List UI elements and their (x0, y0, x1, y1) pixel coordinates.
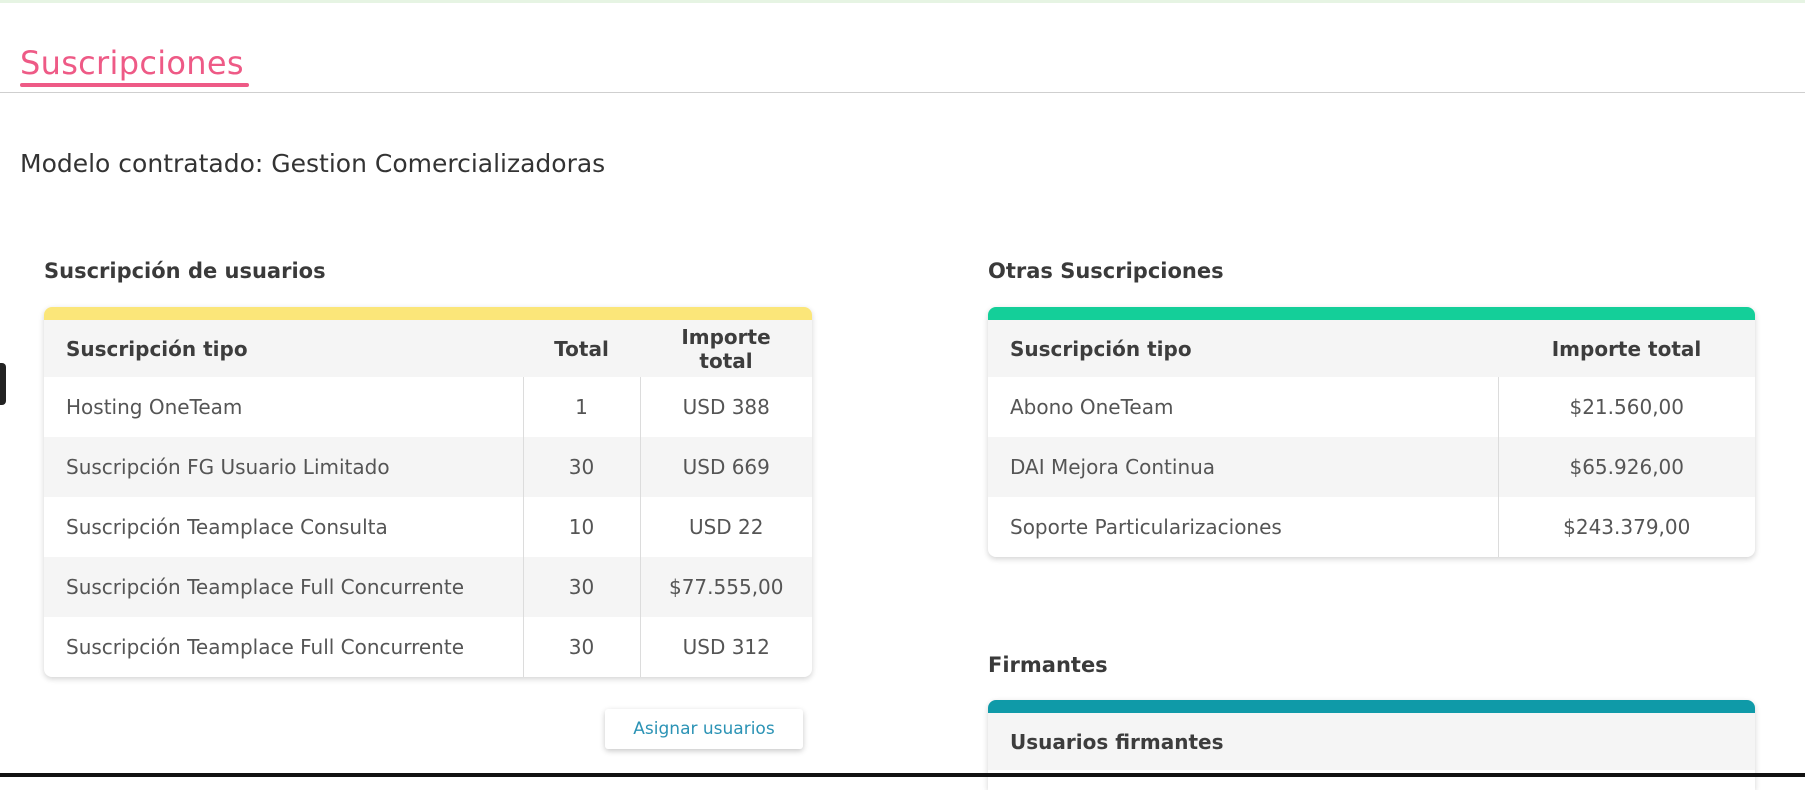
other-subscriptions-card: Suscripción tipo Importe total Abono One… (988, 307, 1755, 557)
assign-users-button[interactable]: Asignar usuarios (605, 709, 803, 749)
cell-importe: $65.926,00 (1497, 437, 1755, 497)
users-card-accent-bar (44, 307, 812, 320)
active-tab-underline (20, 83, 249, 87)
users-subscription-table: Suscripción tipo Total Importe total Hos… (44, 320, 812, 677)
cell-tipo: Hosting OneTeam (66, 395, 243, 419)
cell-tipo: DAI Mejora Continua (988, 437, 1498, 497)
cell-importe: $243.379,00 (1497, 497, 1755, 557)
cell-total: 30 (522, 617, 640, 677)
column-header-tipo[interactable]: Suscripción tipo (44, 320, 523, 377)
cell-tipo: Suscripción Teamplace Consulta (66, 515, 388, 539)
column-header-importe[interactable]: Importe total (1498, 320, 1755, 377)
table-header-row: Usuarios firmantes (988, 713, 1755, 770)
table-row[interactable]: DAI Mejora Continua $65.926,00 (988, 437, 1755, 497)
cell-total: 1 (522, 377, 640, 437)
column-header-tipo[interactable]: Suscripción tipo (988, 320, 1498, 377)
cell-total: 30 (522, 557, 640, 617)
column-header-total[interactable]: Total (523, 320, 640, 377)
cell-tipo: Suscripción Teamplace Full Concurrente (66, 635, 464, 659)
table-row[interactable]: Soporte Particularizaciones $243.379,00 (988, 497, 1755, 557)
top-accent-line (0, 0, 1805, 3)
other-subscriptions-table: Suscripción tipo Importe total Abono One… (988, 320, 1755, 557)
cell-importe: USD 22 (639, 497, 812, 557)
cell-importe: USD 669 (639, 437, 812, 497)
page-header: Suscripciones (0, 0, 1805, 93)
other-card-accent-bar (988, 307, 1755, 320)
users-subscription-title: Suscripción de usuarios (44, 259, 326, 283)
table-row[interactable]: Suscripción FG Usuario Limitado 30 USD 6… (44, 437, 812, 497)
side-handle[interactable] (0, 363, 6, 405)
column-header-importe[interactable]: Importe total (640, 320, 812, 377)
table-row[interactable]: Abono OneTeam $21.560,00 (988, 377, 1755, 437)
cell-tipo: Abono OneTeam (1010, 395, 1174, 419)
table-header-row: Suscripción tipo Total Importe total (44, 320, 812, 377)
table-row[interactable]: Hosting OneTeam 1 USD 388 (44, 377, 812, 437)
cell-importe: USD 312 (639, 617, 812, 677)
signers-card-accent-bar (988, 700, 1755, 713)
cell-importe: $77.555,00 (639, 557, 812, 617)
signers-title: Firmantes (988, 653, 1108, 677)
cell-total: 30 (522, 437, 640, 497)
cell-tipo: Suscripción FG Usuario Limitado (44, 437, 523, 497)
table-row[interactable]: Suscripción Teamplace Full Concurrente 3… (44, 617, 812, 677)
cell-importe: USD 388 (639, 377, 812, 437)
contracted-model-label: Modelo contratado: Gestion Comercializad… (20, 149, 606, 178)
table-header-row: Suscripción tipo Importe total (988, 320, 1755, 377)
other-subscriptions-title: Otras Suscripciones (988, 259, 1224, 283)
bottom-edge (0, 773, 1805, 777)
signers-table: Usuarios firmantes (988, 713, 1755, 770)
cell-total: 10 (522, 497, 640, 557)
cell-importe: $21.560,00 (1497, 377, 1755, 437)
page-title: Suscripciones (20, 44, 244, 82)
cell-tipo: Suscripción Teamplace Full Concurrente (44, 557, 523, 617)
table-row[interactable]: Suscripción Teamplace Consulta 10 USD 22 (44, 497, 812, 557)
cell-tipo: Soporte Particularizaciones (1010, 515, 1282, 539)
users-subscription-card: Suscripción tipo Total Importe total Hos… (44, 307, 812, 677)
table-row[interactable]: Suscripción Teamplace Full Concurrente 3… (44, 557, 812, 617)
column-header-firmantes[interactable]: Usuarios firmantes (988, 713, 1755, 770)
